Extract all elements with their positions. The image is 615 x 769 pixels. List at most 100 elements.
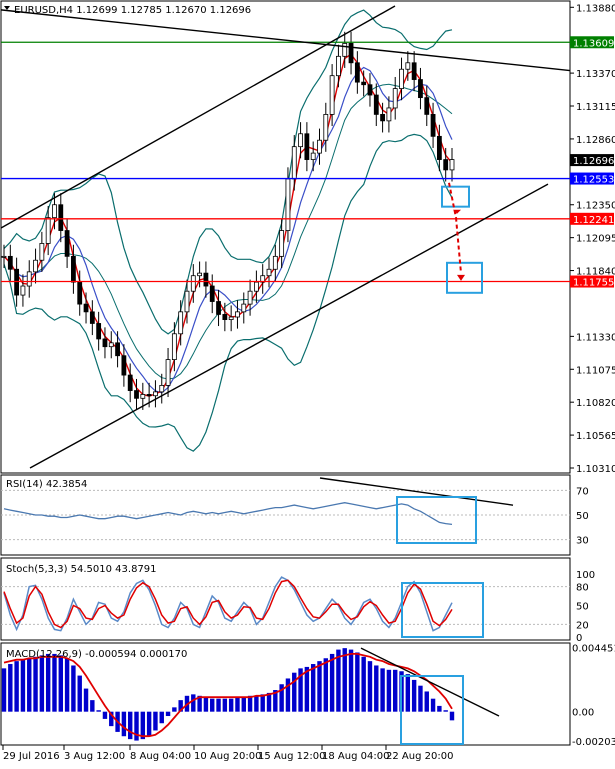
candle-body — [146, 394, 152, 397]
candle-body — [418, 79, 423, 99]
macd-highlight-box — [400, 675, 464, 745]
candle-body — [203, 272, 209, 287]
macd-histogram-bar — [102, 711, 108, 719]
projection-arrow-1 — [448, 182, 457, 218]
candle-body — [7, 255, 13, 270]
candle-body — [329, 75, 335, 115]
rsi-y-tick-label: 50 — [576, 511, 589, 522]
macd-histogram-bar — [216, 698, 221, 712]
macd-histogram-bar — [127, 711, 133, 740]
candle-body — [449, 159, 455, 171]
macd-histogram-bar — [178, 700, 183, 712]
candle-body — [197, 272, 203, 277]
stoch-y-tick-label: 50 — [576, 602, 589, 613]
macd-histogram-bar — [260, 694, 265, 712]
candle-body — [45, 217, 51, 244]
price-y-tick-label: 1.12095 — [576, 234, 615, 245]
macd-histogram-bar — [304, 666, 310, 712]
macd-histogram-bar — [1, 668, 7, 712]
candle-body — [291, 146, 297, 180]
macd-histogram-bar — [210, 698, 215, 712]
candle-body — [392, 88, 398, 109]
macd-histogram-bar — [159, 711, 164, 724]
candle-body — [323, 114, 329, 141]
price-y-tick-label: 1.11075 — [576, 365, 615, 376]
macd-histogram-bar — [140, 711, 146, 740]
macd-histogram-bar — [424, 691, 429, 712]
projection-arrow-2 — [455, 217, 462, 274]
candle-body — [77, 281, 83, 305]
arrow-head-2 — [457, 274, 465, 281]
candle-body — [279, 230, 285, 257]
macd-histogram-bar — [222, 698, 228, 712]
candle-body — [443, 159, 449, 171]
macd-histogram-bar — [228, 698, 234, 712]
candle-body — [380, 114, 385, 122]
candle-body — [209, 285, 215, 302]
last-price-label: 1.12696 — [573, 156, 614, 167]
channel-upper-trendline — [0, 5, 396, 229]
rsi-divergence-trendline — [319, 477, 514, 506]
macd-histogram-bar — [437, 705, 442, 712]
candle-body — [108, 342, 114, 348]
candle-body — [222, 314, 228, 320]
candle-body — [235, 311, 240, 318]
candle-body — [373, 94, 379, 115]
level-price-tag — [570, 275, 614, 288]
candle-body — [411, 62, 417, 80]
macd-histogram-bar — [197, 695, 202, 712]
macd-histogram-bar — [64, 658, 70, 712]
candle-body — [386, 107, 392, 122]
macd-histogram-bar — [153, 711, 158, 731]
candle-body — [102, 338, 108, 348]
stoch-y-tick-label: 100 — [576, 570, 595, 581]
stoch-highlight-box — [401, 582, 484, 638]
target-box-2 — [446, 261, 483, 294]
stoch-y-tick-label: 0 — [576, 633, 582, 644]
macd-y-tick-label: 0.004451 — [572, 643, 615, 654]
price-y-tick-label: 1.11840 — [576, 267, 615, 278]
macd-histogram-bar — [386, 669, 392, 712]
macd-histogram-bar — [393, 669, 398, 712]
rsi-line — [3, 502, 453, 526]
macd-histogram-bar — [298, 668, 303, 712]
macd-histogram-bar — [329, 653, 335, 712]
candle-body — [71, 255, 76, 283]
level-price-label: 1.12553 — [573, 175, 614, 186]
candle-body — [228, 316, 234, 320]
macd-panel-frame — [0, 642, 571, 746]
macd-histogram-bar — [254, 695, 259, 712]
stoch-panel-title: Stoch(5,3,3) 54.5010 43.8791 — [6, 564, 157, 575]
level-price-tag — [570, 212, 614, 225]
candle-body — [1, 255, 7, 258]
macd-histogram-bar — [323, 658, 329, 712]
candle-body — [178, 311, 184, 335]
macd-histogram-bar — [342, 648, 347, 712]
candle-body — [310, 152, 316, 160]
macd-histogram-bar — [20, 659, 26, 712]
price-panel-title: EURUSD,H4 1.12699 1.12785 1.12670 1.1269… — [14, 5, 251, 16]
arrow-head-1 — [453, 209, 461, 214]
macd-y-tick-label: 0.00 — [572, 708, 594, 719]
macd-histogram-bar — [449, 711, 455, 721]
macd-histogram-bar — [292, 672, 297, 712]
macd-histogram-bar — [165, 711, 171, 717]
macd-divergence-trendline — [360, 647, 500, 717]
macd-histogram-bar — [348, 649, 354, 712]
rsi-y-tick-label: 30 — [576, 536, 589, 547]
candle-body — [317, 139, 322, 154]
chevron-down-icon[interactable] — [4, 6, 10, 10]
candle-body — [361, 81, 367, 86]
macd-histogram-bar — [355, 652, 360, 712]
price-y-tick-label: 1.13115 — [576, 102, 615, 113]
candle-body — [121, 355, 127, 376]
macd-histogram-bar — [374, 665, 379, 712]
candle-body — [127, 374, 133, 391]
stoch-y-tick-label: 80 — [576, 583, 589, 594]
rsi-y-tick-label: 70 — [576, 486, 589, 497]
level-price-label: 1.13609 — [573, 38, 614, 49]
candle-body — [171, 333, 177, 360]
